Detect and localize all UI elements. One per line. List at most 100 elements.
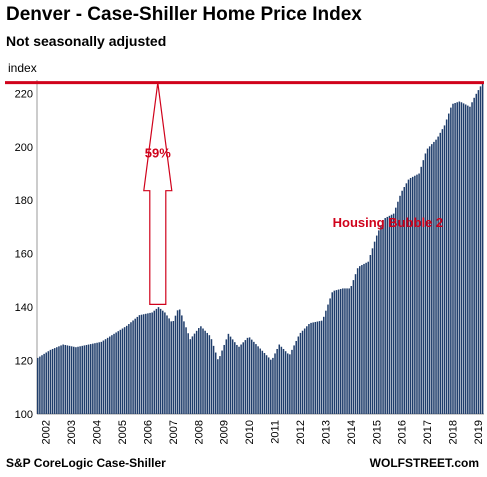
- bar: [456, 102, 458, 415]
- bar: [295, 340, 297, 414]
- bar: [229, 336, 232, 414]
- y-axis-label: index: [8, 61, 37, 75]
- bar: [217, 359, 219, 414]
- bar: [356, 268, 359, 414]
- y-tick-label: 180: [15, 195, 33, 207]
- bar: [172, 321, 175, 414]
- source-label: S&P CoreLogic Case-Shiller: [6, 456, 166, 470]
- bar: [62, 344, 64, 414]
- bar: [193, 333, 196, 414]
- bar: [405, 183, 408, 414]
- bar: [155, 308, 158, 414]
- bar: [189, 339, 192, 414]
- bar: [47, 351, 50, 414]
- bar: [238, 346, 240, 414]
- bar: [435, 139, 437, 415]
- bar: [272, 357, 274, 414]
- bar: [350, 286, 353, 414]
- bar: [109, 336, 111, 414]
- up-arrow: [143, 82, 173, 305]
- bar: [214, 352, 217, 414]
- bar: [297, 336, 300, 414]
- bar: [348, 288, 350, 414]
- bar: [424, 153, 427, 415]
- bar: [452, 103, 454, 414]
- bar: [318, 321, 321, 414]
- bar: [308, 324, 310, 414]
- bar: [161, 310, 164, 414]
- bar: [208, 335, 211, 414]
- annotation-label: Housing Bubble 2: [333, 215, 444, 230]
- bar: [178, 309, 181, 414]
- bar: [306, 326, 308, 414]
- bar: [227, 333, 230, 414]
- y-tick-label: 100: [15, 409, 33, 421]
- bar: [462, 103, 465, 414]
- bar: [403, 187, 406, 414]
- bar: [418, 173, 420, 414]
- bar: [346, 288, 348, 414]
- bar: [191, 336, 194, 414]
- bar: [85, 344, 88, 414]
- x-tick-label: 2011: [270, 420, 282, 444]
- bar: [231, 339, 234, 414]
- bar: [221, 350, 223, 414]
- bar: [242, 342, 245, 414]
- bar: [102, 340, 105, 414]
- bar: [136, 316, 139, 414]
- bar: [104, 339, 107, 414]
- bar: [64, 344, 67, 414]
- bar: [198, 328, 200, 414]
- bar: [263, 352, 266, 414]
- bar: [200, 326, 202, 414]
- bar: [420, 166, 422, 414]
- bar: [75, 347, 77, 414]
- bar: [445, 119, 448, 415]
- bar: [388, 215, 391, 414]
- bar: [142, 314, 145, 414]
- bar: [316, 321, 319, 414]
- bar: [270, 359, 272, 414]
- bar: [331, 292, 333, 414]
- bar: [115, 332, 117, 414]
- bar: [433, 141, 435, 414]
- x-tick-label: 2010: [244, 420, 256, 444]
- bar: [265, 355, 268, 414]
- bar: [320, 320, 323, 414]
- bar: [210, 339, 213, 414]
- bar: [234, 342, 236, 414]
- bar: [225, 339, 228, 414]
- bar: [437, 136, 439, 414]
- y-tick-labels: 100 120 140 160 180 200 220: [15, 88, 33, 421]
- bar: [125, 325, 128, 414]
- bar: [83, 345, 86, 414]
- bar: [276, 348, 278, 414]
- bar: [464, 104, 467, 415]
- bar: [195, 330, 198, 414]
- bar: [312, 322, 314, 414]
- bar: [291, 349, 293, 414]
- bar: [183, 321, 185, 414]
- bar: [153, 310, 156, 414]
- bar: [261, 350, 264, 414]
- bar: [106, 337, 109, 414]
- bar: [397, 201, 399, 414]
- bar: [206, 332, 208, 414]
- x-tick-label: 2012: [295, 420, 307, 444]
- bar: [329, 298, 331, 414]
- bar: [301, 330, 304, 414]
- bar: [414, 175, 416, 414]
- bar: [253, 341, 255, 414]
- bar: [375, 235, 378, 414]
- bar: [344, 288, 346, 414]
- x-tick-label: 2004: [92, 420, 104, 444]
- x-tick-label: 2009: [219, 420, 231, 444]
- x-tick-label: 2002: [41, 420, 53, 444]
- bar: [278, 344, 281, 414]
- bar: [469, 106, 471, 414]
- bar: [113, 333, 115, 414]
- bar: [121, 328, 124, 414]
- bar: [426, 148, 429, 414]
- bar: [335, 290, 338, 414]
- chart-title: Denver - Case-Shiller Home Price Index: [6, 4, 362, 25]
